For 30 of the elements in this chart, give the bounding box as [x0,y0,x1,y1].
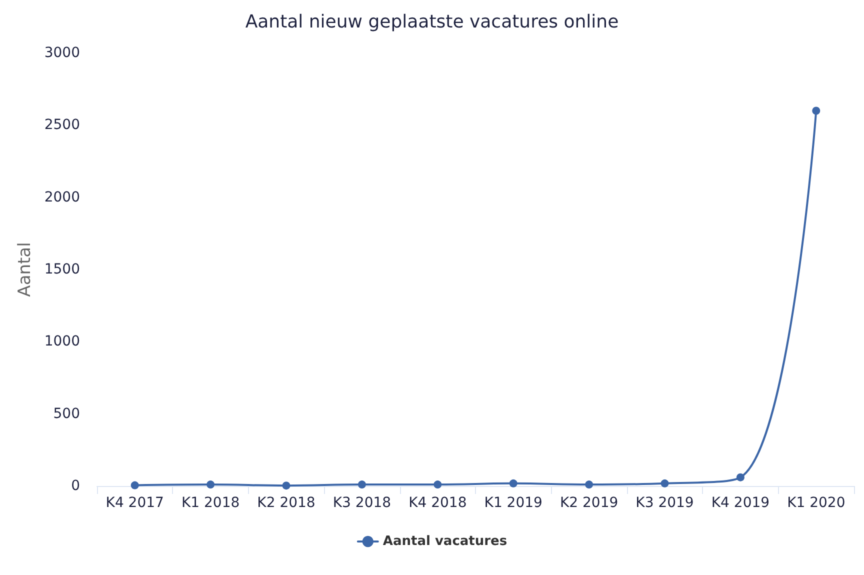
x-tick-label: K2 2018 [257,495,316,511]
chart-title: Aantal nieuw geplaatste vacatures online [245,12,619,32]
point [509,479,518,488]
y-tick-label: 2000 [44,189,80,206]
y-tick-label: 0 [71,478,80,494]
point [282,482,290,490]
x-tick-label: K4 2018 [408,495,467,511]
x-tick-label: K4 2019 [711,495,770,511]
x-tick-label: K4 2017 [106,495,164,511]
x-tick-label: K3 2018 [332,495,392,511]
x-tick-label: K3 2019 [636,495,694,511]
point [812,106,820,115]
point [736,473,744,482]
y-tick-label: 2500 [44,117,80,134]
point [434,480,442,489]
x-tick-label: K1 2019 [484,495,542,511]
y-axis-title: Aantal [14,242,35,297]
x-tick-label: K1 2018 [181,495,240,511]
point [358,480,366,489]
y-tick-label: 500 [53,406,80,422]
x-tick-label: K2 2019 [560,495,618,511]
legend-label: Aantal vacatures [382,534,508,549]
point [585,480,594,489]
point [206,480,215,489]
point [660,479,669,488]
y-tick-label: 3000 [44,45,80,61]
y-tick-label: 1500 [44,262,80,278]
y-tick-label: 1000 [44,334,80,350]
x-tick-label: K1 2020 [787,495,846,511]
point [130,481,139,490]
